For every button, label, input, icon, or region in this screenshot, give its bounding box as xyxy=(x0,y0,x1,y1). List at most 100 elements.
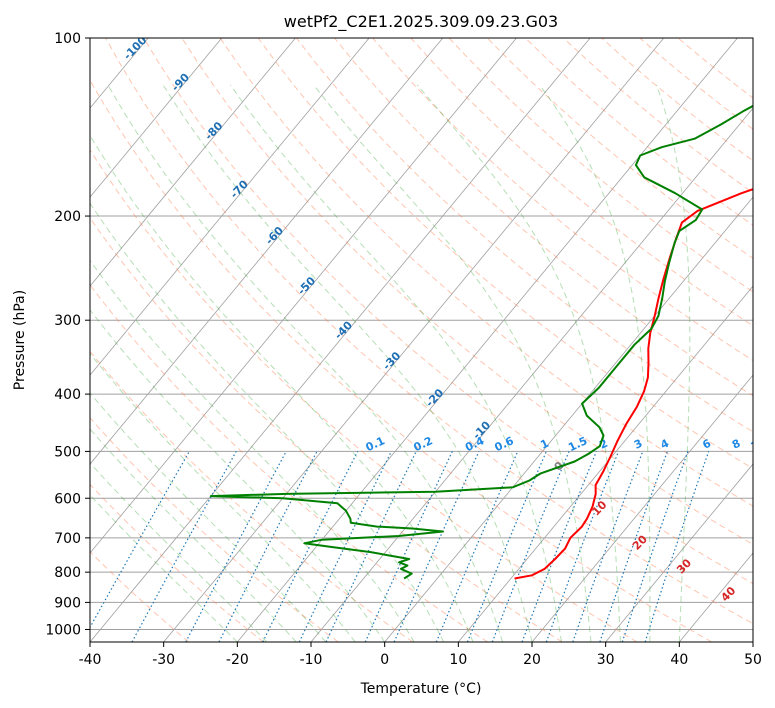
mixing-ratio-line xyxy=(599,451,668,642)
y-tick-label: 100 xyxy=(54,31,81,47)
dry-adiabat-line xyxy=(372,38,753,362)
dry-adiabat-line xyxy=(677,38,753,99)
mixing-ratio-line xyxy=(262,451,359,642)
mixing-ratio-line xyxy=(491,451,570,642)
isotherm-line xyxy=(752,641,753,642)
isotherm-label: -40 xyxy=(332,318,355,342)
isotherm-line xyxy=(90,38,517,554)
mixing-ratio-line xyxy=(131,451,237,642)
y-tick-label: 800 xyxy=(54,565,81,581)
x-tick-label: 40 xyxy=(670,652,688,668)
isotherm-line xyxy=(90,38,223,198)
mixing-ratio-label: 6 xyxy=(701,437,714,452)
profile-series xyxy=(209,104,753,580)
moist-adiabat-line xyxy=(90,494,238,642)
isotherm-label: -60 xyxy=(263,224,286,248)
moist-adiabat-line xyxy=(313,84,592,642)
moist-adiabat-line xyxy=(416,84,621,642)
y-tick-label: 1000 xyxy=(45,622,81,638)
x-tick-label: 20 xyxy=(523,652,541,668)
x-axis-label: Temperature (°C) xyxy=(360,681,482,697)
y-tick-label: 700 xyxy=(54,531,81,547)
dry-adiabat-line xyxy=(219,38,753,507)
mixing-ratio-line xyxy=(218,451,318,642)
dry-adiabat-line xyxy=(257,38,753,470)
dry-adiabat-line xyxy=(296,38,753,433)
x-tick-label: 50 xyxy=(744,652,762,668)
y-axis-ticks: 1000 900 800 700 600 500 400 300 200 100 xyxy=(45,31,90,638)
x-tick-label: -20 xyxy=(226,652,249,668)
isotherm-label: -90 xyxy=(169,70,192,94)
adiabat-label: 20 xyxy=(630,532,650,552)
dewpoint-profile-line xyxy=(209,104,753,580)
mixing-ratio-line xyxy=(545,451,620,642)
adiabat-label: 30 xyxy=(674,556,694,576)
dry-adiabat-line xyxy=(90,284,488,642)
moist-adiabat-line xyxy=(162,84,533,642)
mixing-ratio-label: 2 xyxy=(597,437,609,452)
y-tick-label: 500 xyxy=(54,444,81,460)
isotherm-label: -30 xyxy=(380,349,403,373)
background-lines xyxy=(0,38,753,642)
x-tick-label: 10 xyxy=(449,652,467,668)
dry-adiabat-line xyxy=(334,38,753,397)
isotherm-line xyxy=(384,196,753,642)
x-axis-ticks: -40 -30 -20 -10 0 10 20 30 40 50 xyxy=(79,642,762,668)
mixing-ratio-line xyxy=(90,451,190,629)
temperature-profile-line xyxy=(514,188,753,580)
mixing-ratio-line xyxy=(435,451,519,642)
moist-adiabat-line xyxy=(90,428,297,642)
moist-adiabat-line xyxy=(90,134,474,642)
dry-adiabat-line xyxy=(639,38,753,130)
mixing-ratio-label: 3 xyxy=(632,437,644,452)
x-tick-label: -40 xyxy=(79,652,102,668)
y-tick-label: 300 xyxy=(54,313,81,329)
dry-adiabat-line xyxy=(90,79,712,642)
isotherm-line xyxy=(90,38,591,642)
mixing-ratio-label: 4 xyxy=(659,437,672,452)
y-tick-label: 400 xyxy=(54,387,81,403)
moist-adiabat-line xyxy=(90,259,415,642)
isotherm-line xyxy=(163,38,665,642)
dry-adiabat-line xyxy=(486,38,753,259)
isotherm-label: -20 xyxy=(423,386,446,410)
mixing-ratio-line xyxy=(466,451,547,642)
isotherm-line xyxy=(458,285,753,642)
dry-adiabat-line xyxy=(448,38,753,293)
mixing-ratio-line xyxy=(572,451,644,642)
moist-adiabat-line xyxy=(90,202,445,642)
y-tick-label: 200 xyxy=(54,209,81,225)
plot-frame xyxy=(89,37,754,643)
isotherm-line xyxy=(0,38,1,642)
moist-adiabat-line xyxy=(90,309,386,642)
dry-adiabat-line xyxy=(410,38,753,327)
moist-adiabat-line xyxy=(90,392,327,642)
dry-adiabat-line xyxy=(90,550,190,642)
isotherm-line xyxy=(310,107,753,642)
moist-adiabat-line xyxy=(539,84,651,642)
isotherm-line xyxy=(90,38,444,465)
mixing-ratio-line xyxy=(393,451,480,642)
mixing-ratio-line xyxy=(644,451,710,642)
y-tick-label: 600 xyxy=(54,491,81,507)
isotherm-label: -80 xyxy=(202,119,225,143)
dry-adiabat-line xyxy=(90,217,563,642)
mixing-ratio-line xyxy=(298,451,392,642)
isotherm-line xyxy=(90,38,370,376)
dry-adiabat-line xyxy=(563,38,753,194)
x-tick-label: -30 xyxy=(152,652,175,668)
moist-adiabat-line xyxy=(90,352,356,642)
x-tick-label: 0 xyxy=(380,652,389,668)
y-tick-label: 900 xyxy=(54,595,81,611)
dry-adiabat-line xyxy=(181,38,753,546)
isotherm-line xyxy=(679,552,753,642)
isotherm-line xyxy=(605,463,753,642)
x-tick-label: -10 xyxy=(300,652,323,668)
adiabat-label: 40 xyxy=(718,584,738,604)
mixing-ratio-line xyxy=(621,451,689,642)
isotherm-line xyxy=(90,38,296,287)
chart-title: wetPf2_C2E1.2025.309.09.23.G03 xyxy=(284,12,558,32)
mixing-ratio-label: 8 xyxy=(730,437,742,452)
mixing-ratio-label: 10 xyxy=(749,435,769,453)
